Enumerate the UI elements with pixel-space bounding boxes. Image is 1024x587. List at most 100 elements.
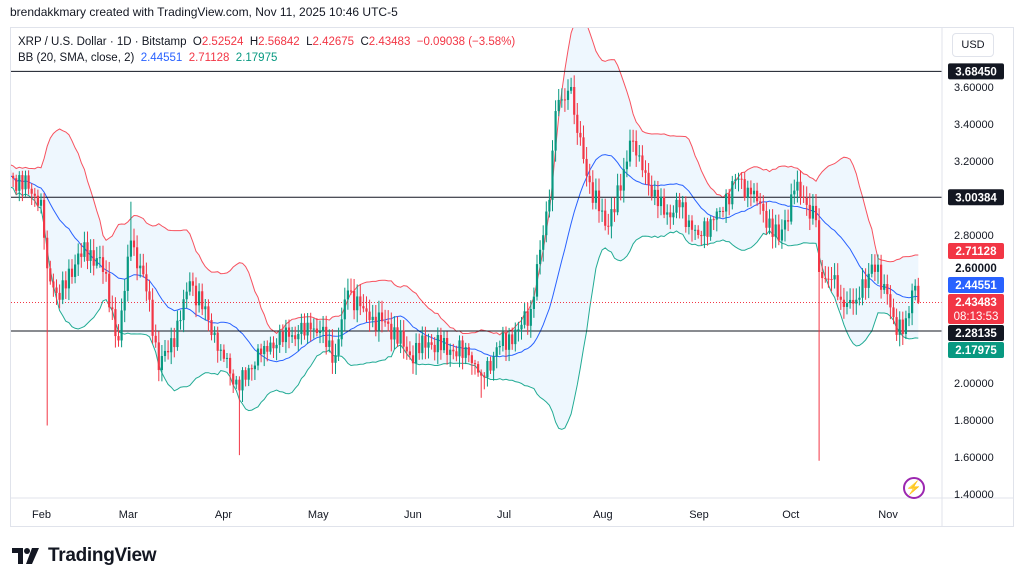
candle-body (746, 187, 749, 198)
candle-body (712, 219, 715, 221)
candle-body (616, 185, 619, 213)
candle-body (380, 312, 384, 322)
candle (659, 188, 663, 216)
candle-body (464, 347, 467, 358)
candle (867, 263, 870, 299)
candle-body (833, 275, 836, 280)
candle-body (914, 285, 917, 291)
candle-body (706, 221, 709, 237)
candle (405, 336, 408, 360)
price-axis-tick: 1.60000 (954, 452, 994, 464)
candle-body (790, 194, 793, 222)
candle-body (752, 190, 756, 195)
candle-body (198, 291, 201, 306)
currency-button[interactable]: USD (952, 33, 994, 57)
candle-body (830, 279, 833, 281)
time-axis-tick: Mar (119, 509, 138, 521)
candle-body (907, 313, 911, 319)
candle-body (663, 196, 666, 215)
candle-body (498, 346, 501, 348)
candle (467, 343, 470, 363)
candle (427, 333, 430, 359)
price-axis-tick: 1.40000 (954, 489, 994, 501)
candle-body (136, 247, 139, 269)
candle-body (353, 290, 356, 311)
candle-body (563, 99, 566, 101)
candle (185, 282, 188, 309)
candle (610, 197, 613, 239)
candle-body (278, 331, 281, 345)
candle (439, 327, 442, 360)
candle-body (439, 334, 442, 351)
bb-lower-price-label: 2.17975 (955, 345, 997, 357)
candle (86, 231, 89, 270)
candle (672, 205, 675, 225)
candle-body (235, 379, 238, 385)
candle-body (591, 182, 594, 203)
candle-body (535, 264, 539, 297)
candle-body (24, 175, 27, 190)
candle (551, 140, 554, 212)
candle-body (356, 296, 359, 311)
bb-basis-price-label: 2.44551 (955, 280, 997, 292)
candle (473, 359, 477, 375)
candle (855, 288, 858, 315)
candle-body (129, 240, 132, 257)
candle (703, 217, 706, 249)
candle (194, 277, 198, 318)
candle (272, 336, 275, 359)
candle (297, 325, 300, 351)
last-price-label-box (948, 294, 1004, 324)
candle (247, 364, 250, 387)
candle (793, 179, 796, 205)
candle (678, 193, 681, 219)
candle-body (61, 280, 64, 300)
candle-body (67, 268, 70, 289)
candle-body (390, 323, 393, 340)
candle-body (204, 306, 207, 310)
candle (408, 341, 411, 360)
time-axis-tick: Jun (404, 509, 422, 521)
symbol-title[interactable]: XRP / U.S. Dollar · 1D · Bitstamp (18, 36, 187, 48)
candle-body (80, 253, 83, 257)
candle (811, 194, 814, 225)
candle (597, 178, 601, 223)
candle (266, 340, 269, 362)
candle (43, 192, 46, 250)
candle (312, 318, 315, 339)
candle (204, 298, 207, 321)
candle (526, 302, 529, 335)
candle (616, 173, 619, 216)
candle (495, 342, 498, 369)
time-axis-tick: Sep (689, 509, 709, 521)
candle (167, 340, 170, 360)
close-label: C (360, 36, 369, 48)
candle-body (607, 225, 610, 227)
candle-body (315, 328, 318, 334)
candle (759, 192, 762, 215)
candle (70, 259, 74, 284)
candle-body (477, 364, 480, 373)
candle-body (219, 349, 222, 351)
candle-body (709, 219, 712, 237)
candle-body (864, 279, 867, 288)
candle-body (300, 322, 303, 334)
candle (216, 326, 219, 363)
candle-body (427, 342, 430, 348)
candle (39, 193, 43, 214)
candle (101, 245, 105, 284)
candle-body (604, 210, 607, 226)
candle (114, 297, 117, 348)
candle (61, 271, 64, 305)
bb-label[interactable]: BB (20, SMA, close, 2) (18, 52, 135, 64)
candle-body (566, 90, 570, 100)
candle-body (30, 188, 33, 194)
candle (783, 209, 787, 242)
lightning-icon[interactable]: ⚡ (903, 477, 925, 499)
candle (58, 284, 61, 309)
candle (539, 240, 542, 275)
candle (805, 186, 808, 216)
candle-body (687, 220, 690, 228)
candle (520, 316, 523, 340)
